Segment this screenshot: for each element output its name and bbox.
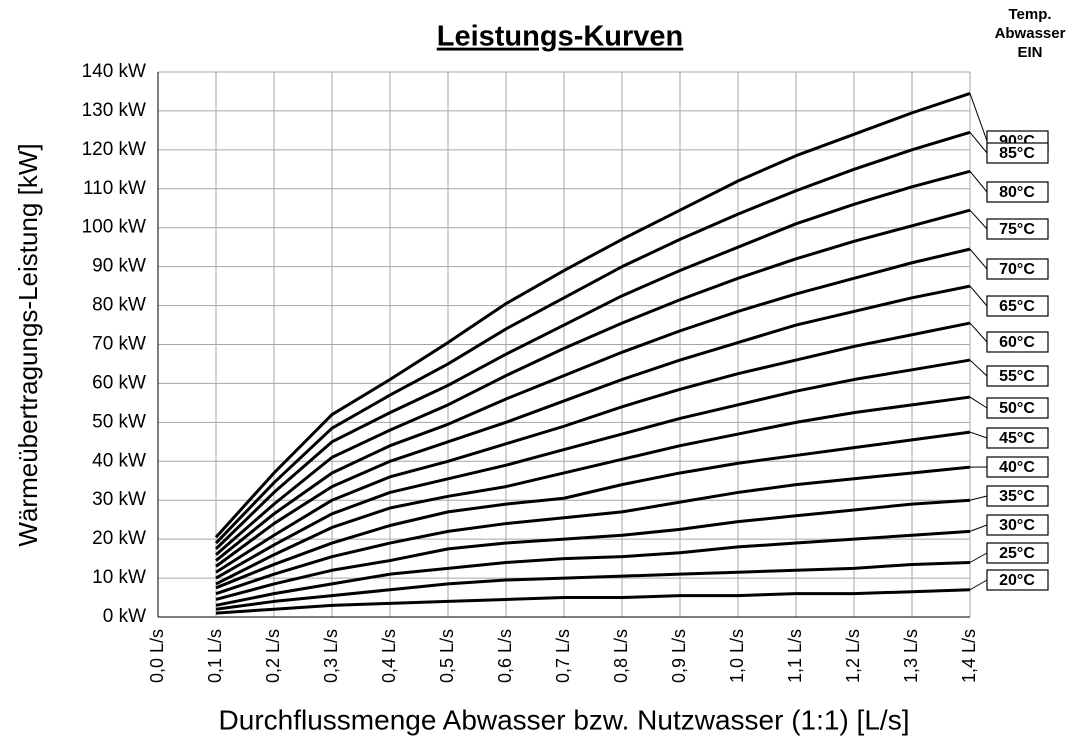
- y-tick-label: 130 kW: [82, 100, 146, 121]
- y-tick-label: 20 kW: [92, 528, 146, 549]
- y-tick-label: 120 kW: [82, 139, 146, 160]
- leader-line: [969, 93, 988, 142]
- leader-line: [969, 359, 988, 377]
- legend-title: EIN: [1017, 44, 1042, 61]
- y-tick-label: 100 kW: [82, 217, 146, 238]
- y-tick-label: 0 kW: [103, 606, 146, 627]
- legend-box: [986, 485, 1049, 507]
- series-line: [214, 130, 971, 545]
- series-line: [214, 169, 971, 550]
- legend-box: [986, 218, 1049, 240]
- leader-line: [969, 579, 988, 591]
- y-tick-label: 80 kW: [92, 295, 146, 316]
- legend-label: 40°C: [999, 459, 1035, 476]
- x-tick-label: 0,5 L/s: [437, 629, 457, 683]
- legend-label: 75°C: [999, 221, 1035, 238]
- legend-box: [986, 181, 1049, 203]
- series-line: [215, 529, 971, 607]
- legend-box: [986, 569, 1049, 591]
- legend-label: 65°C: [999, 298, 1035, 315]
- legend-label: 70°C: [999, 261, 1035, 278]
- x-tick-label: 0,4 L/s: [379, 629, 399, 683]
- legend-box: [986, 542, 1049, 564]
- legend-box: [986, 427, 1049, 449]
- legend-title: Abwasser: [995, 25, 1066, 42]
- x-tick-label: 0,1 L/s: [205, 629, 225, 683]
- legend-label: 50°C: [999, 400, 1035, 417]
- legend-box: [986, 397, 1049, 419]
- x-tick-label: 0,2 L/s: [263, 629, 283, 683]
- x-tick-label: 1,1 L/s: [785, 629, 805, 683]
- y-tick-label: 90 kW: [92, 256, 146, 277]
- leader-line: [969, 170, 988, 193]
- series-line: [215, 284, 971, 568]
- leader-line: [969, 495, 988, 501]
- leader-line: [969, 552, 988, 563]
- x-tick-label: 0,9 L/s: [669, 629, 689, 683]
- legend-label: 25°C: [999, 545, 1035, 562]
- legend-label: 20°C: [999, 572, 1035, 589]
- y-tick-label: 50 kW: [92, 411, 146, 432]
- y-tick-label: 10 kW: [92, 567, 146, 588]
- y-tick-label: 30 kW: [92, 489, 146, 510]
- legend-box: [986, 331, 1049, 353]
- x-tick-label: 0,0 L/s: [147, 629, 167, 683]
- legend-label: 35°C: [999, 488, 1035, 505]
- series-line: [214, 91, 971, 539]
- legend-label: 55°C: [999, 368, 1035, 385]
- series-line: [215, 465, 971, 596]
- leader-line: [969, 285, 988, 307]
- legend-box: [986, 142, 1049, 164]
- series-line: [215, 561, 971, 611]
- y-tick-label: 40 kW: [92, 450, 146, 471]
- legend-box: [986, 295, 1049, 317]
- series-line: [215, 358, 971, 580]
- legend-title: Temp.: [1008, 6, 1051, 23]
- leader-line: [969, 132, 988, 154]
- x-tick-label: 0,7 L/s: [553, 629, 573, 683]
- y-tick-label: 60 kW: [92, 372, 146, 393]
- leader-line: [969, 209, 988, 230]
- legend-label: 30°C: [999, 517, 1035, 534]
- legend-box: [986, 365, 1049, 387]
- x-tick-label: 1,2 L/s: [843, 629, 863, 683]
- legend-label: 45°C: [999, 430, 1035, 447]
- series-line: [215, 208, 971, 556]
- x-axis-title: Durchflussmenge Abwasser bzw. Nutzwasser…: [219, 704, 910, 735]
- x-tick-label: 1,3 L/s: [901, 629, 921, 683]
- legend-label: 60°C: [999, 334, 1035, 351]
- leader-line: [969, 248, 988, 270]
- x-tick-label: 0,6 L/s: [495, 629, 515, 683]
- x-tick-label: 0,8 L/s: [611, 629, 631, 683]
- series-line: [215, 395, 971, 586]
- leader-line: [969, 431, 988, 439]
- leader-line: [969, 524, 988, 532]
- legend-box: [986, 514, 1049, 536]
- series-line: [215, 498, 971, 601]
- x-tick-label: 1,4 L/s: [959, 629, 979, 683]
- y-axis-title: Wärmeübertragungs-Leistung [kW]: [13, 143, 43, 546]
- legend-label: 85°C: [999, 145, 1035, 162]
- y-tick-label: 110 kW: [83, 178, 146, 199]
- leader-line: [969, 396, 988, 409]
- series-line: [215, 430, 971, 590]
- legend-box: [986, 456, 1049, 478]
- legend-label: 80°C: [999, 184, 1035, 201]
- legend-box: [986, 258, 1049, 280]
- chart-title: Leistungs-Kurven: [437, 21, 684, 53]
- x-tick-label: 0,3 L/s: [321, 629, 341, 683]
- series-line: [215, 321, 971, 574]
- series-line: [215, 247, 971, 562]
- leader-line: [969, 322, 988, 343]
- y-tick-label: 70 kW: [92, 334, 146, 355]
- series-line: [215, 588, 971, 615]
- x-tick-label: 1,0 L/s: [727, 629, 747, 683]
- y-tick-label: 140 kW: [82, 61, 146, 82]
